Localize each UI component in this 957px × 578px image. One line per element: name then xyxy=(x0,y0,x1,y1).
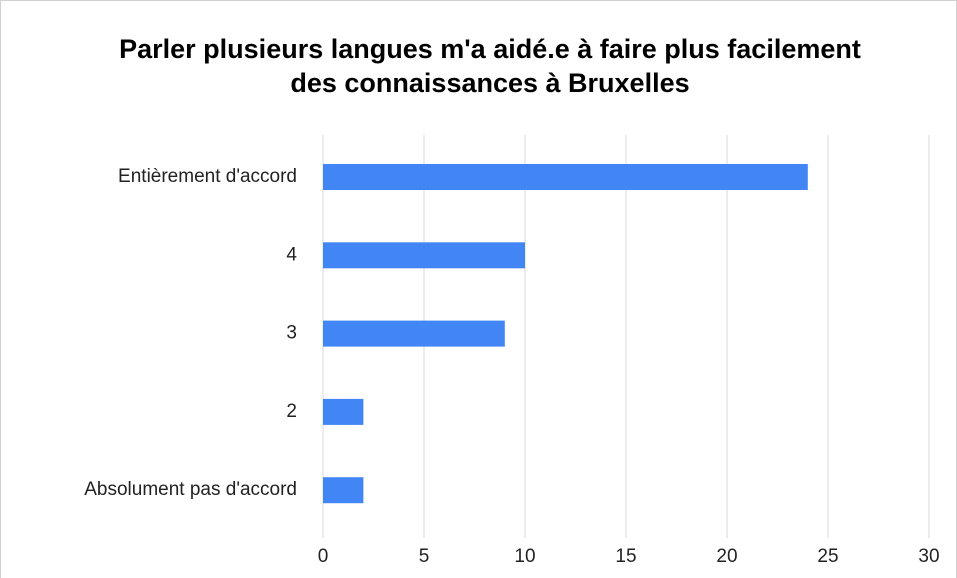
y-tick-label: 2 xyxy=(286,401,297,422)
x-tick-label: 0 xyxy=(318,546,329,567)
x-tick-label: 25 xyxy=(817,546,838,567)
x-tick-label: 15 xyxy=(615,546,636,567)
x-tick-label: 5 xyxy=(419,546,430,567)
x-tick-label: 20 xyxy=(716,546,737,567)
x-tick-label: 10 xyxy=(514,546,535,567)
bar xyxy=(323,164,808,190)
bar xyxy=(323,477,364,504)
bar xyxy=(323,320,505,347)
bar xyxy=(323,398,364,425)
y-tick-label: Entièrement d'accord xyxy=(118,166,297,187)
chart-title: Parler plusieurs langues m'a aidé.e à fa… xyxy=(119,34,861,98)
y-tick-label: 4 xyxy=(286,244,297,265)
x-tick-label: 30 xyxy=(918,546,939,567)
y-tick-label: 3 xyxy=(286,323,297,344)
y-tick-label: Absolument pas d'accord xyxy=(84,479,297,500)
bar xyxy=(323,242,525,269)
